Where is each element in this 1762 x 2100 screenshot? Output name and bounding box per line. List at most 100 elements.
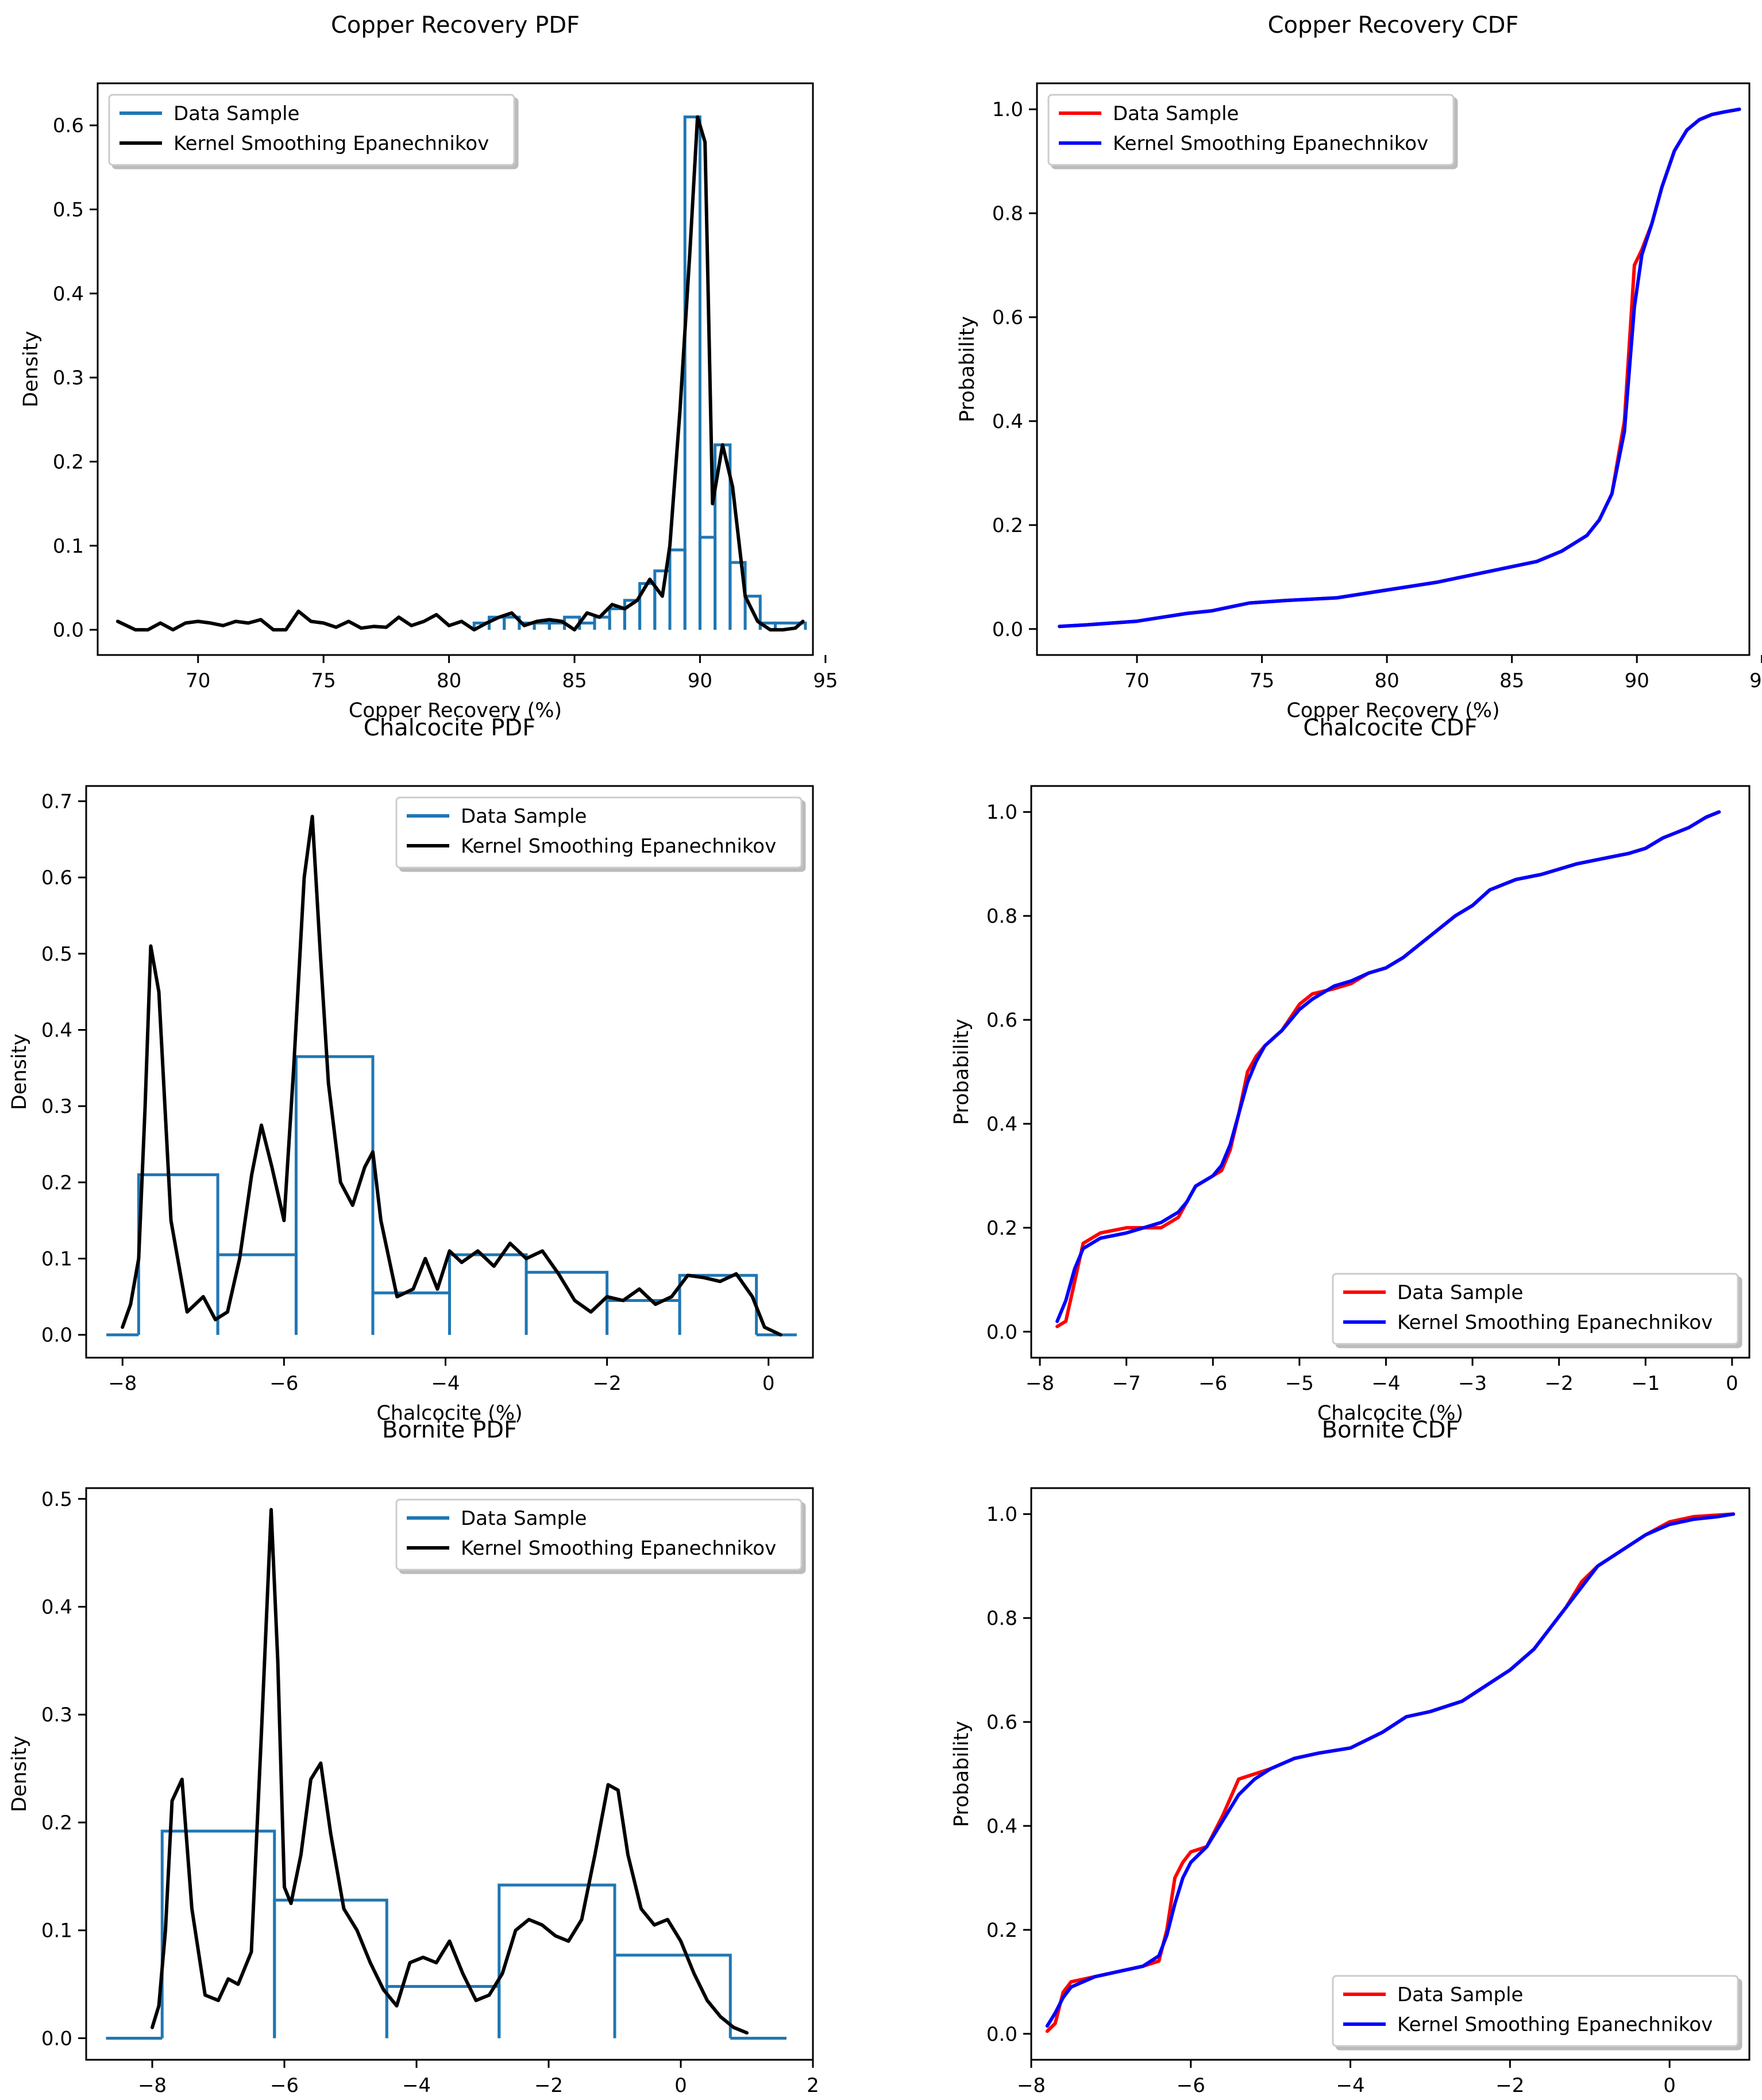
plot-area	[1058, 107, 1741, 629]
legend-label: Data Sample	[1397, 1983, 1523, 2006]
chart-panel-1: Copper Recovery PDF 70 75 80 85 90 95 0.0 0.1 0.2…	[20, 12, 838, 722]
axes-frame	[1036, 82, 1751, 656]
y-tick-label: 0.1	[53, 535, 84, 558]
x-tick-label: −6	[269, 1372, 298, 1395]
x-axis-label: Chalcocite (%)	[1317, 1402, 1463, 1425]
x-tick-label: 0	[1726, 1372, 1738, 1395]
y-tick-label: 0.2	[992, 514, 1023, 537]
chart-title: Chalcocite PDF	[364, 715, 535, 741]
legend-label: Data Sample	[173, 102, 299, 125]
chart-title: Copper Recovery PDF	[331, 12, 580, 38]
y-tick-label: 0.4	[41, 1596, 72, 1619]
series-line-2	[1058, 107, 1741, 629]
x-tick-label: −2	[1545, 1372, 1574, 1395]
y-tick-label: 0.8	[986, 905, 1017, 928]
series-line-1	[115, 115, 805, 632]
x-tick-label: −2	[593, 1372, 622, 1395]
chart-title: Bornite PDF	[382, 1417, 517, 1443]
x-tick-label: 80	[1374, 669, 1399, 692]
y-axis-label: Density	[8, 1034, 31, 1110]
x-tick-label: 75	[311, 669, 336, 692]
y-axis-label: Density	[8, 1736, 31, 1812]
y-tick-label: 0.6	[53, 114, 84, 137]
legend-label: Data Sample	[461, 1507, 587, 1530]
legend-box	[1332, 1975, 1739, 2047]
plot-area	[106, 815, 797, 1337]
x-tick-label: 0	[674, 2074, 687, 2097]
histogram-bar	[216, 1253, 298, 1335]
y-tick-label: 0.4	[53, 283, 84, 306]
plot-area	[1055, 810, 1721, 1328]
y-axis-label: Probability	[950, 1019, 973, 1125]
y-tick-label: 0.0	[41, 2027, 72, 2050]
chart-title: Chalcocite CDF	[1303, 715, 1477, 741]
legend-box	[395, 1498, 803, 1571]
y-axis-label: Density	[20, 331, 43, 407]
y-tick-label: 0.1	[41, 1248, 72, 1271]
legend-box	[1332, 1273, 1739, 1345]
x-tick-label: −2	[534, 2074, 563, 2097]
histogram-bar	[743, 595, 762, 630]
y-tick-label: 0.6	[986, 1009, 1017, 1032]
y-tick-label: 0.2	[986, 1217, 1017, 1240]
series-line-1	[1058, 107, 1741, 629]
histogram-bar	[525, 1270, 609, 1335]
y-tick-label: 0.3	[53, 367, 84, 390]
histogram-bar	[653, 569, 672, 630]
y-tick-label: 0.1	[41, 1920, 72, 1943]
x-tick-label: 2	[807, 2074, 819, 2097]
histogram-bar	[385, 1985, 501, 2039]
y-tick-label: 0.4	[41, 1019, 72, 1042]
legend-label: Kernel Smoothing Epanechnikov	[1397, 2013, 1713, 2036]
x-tick-label: 70	[186, 669, 210, 692]
y-tick-label: 0.4	[986, 1113, 1017, 1136]
histogram-bar	[773, 621, 807, 630]
histogram-bar	[160, 1829, 276, 2039]
legend-box	[108, 94, 515, 166]
y-axis-label: Probability	[956, 316, 979, 422]
axes-frame	[85, 1487, 814, 2061]
y-tick-label: 0.7	[41, 791, 72, 814]
y-tick-label: 0.0	[986, 2023, 1017, 2046]
histogram-bar	[608, 607, 626, 630]
y-axis-label: Probability	[950, 1721, 973, 1827]
y-tick-label: 0.0	[986, 1321, 1017, 1344]
y-tick-label: 0.8	[986, 1607, 1017, 1630]
chart-panel-3: Chalcocite PDF −8 −6 −4 −2 0 0.0 0.1 0.2 0.3 0.4 0.…	[8, 715, 814, 1425]
x-tick-label: −8	[1025, 1372, 1054, 1395]
legend-label: Data Sample	[461, 805, 587, 828]
legend-label: Data Sample	[1113, 102, 1239, 125]
series-line-1	[1045, 1512, 1736, 2033]
x-axis-label: Copper Recovery (%)	[1286, 699, 1499, 722]
y-tick-label: 0.5	[53, 198, 84, 221]
histogram-bar	[593, 615, 611, 630]
y-tick-label: 0.3	[41, 1704, 72, 1727]
x-tick-label: −3	[1458, 1372, 1487, 1395]
legend: Data Sample Kernel Smoothing Epanechnikov	[108, 94, 515, 166]
legend-label: Kernel Smoothing Epanechnikov	[461, 1537, 776, 1560]
y-tick-label: 0.6	[41, 866, 72, 889]
histogram-bar	[498, 1883, 616, 2039]
x-tick-label: −8	[108, 1372, 137, 1395]
x-tick-label: 90	[688, 669, 712, 692]
histogram-bar	[606, 1299, 681, 1335]
x-tick-label: 75	[1250, 669, 1274, 692]
x-tick-label: −7	[1112, 1372, 1141, 1395]
y-tick-label: 0.2	[53, 450, 84, 473]
y-tick-label: 0.2	[41, 1172, 72, 1195]
x-tick-label: −6	[1177, 2074, 1205, 2097]
x-tick-label: −4	[1336, 2074, 1364, 2097]
plot-area	[115, 115, 807, 632]
y-tick-label: 0.0	[992, 618, 1023, 641]
x-tick-label: −8	[138, 2074, 167, 2097]
histogram-bar	[668, 548, 687, 630]
x-tick-label: −4	[402, 2074, 431, 2097]
axes-frame	[85, 785, 814, 1359]
y-tick-label: 0.6	[992, 306, 1023, 329]
plot-area	[106, 1508, 786, 2040]
y-tick-label: 0.0	[41, 1324, 72, 1347]
y-tick-label: 0.3	[41, 1095, 72, 1118]
x-axis-label: Chalcocite (%)	[376, 1402, 522, 1425]
histogram-bar	[448, 1253, 528, 1335]
